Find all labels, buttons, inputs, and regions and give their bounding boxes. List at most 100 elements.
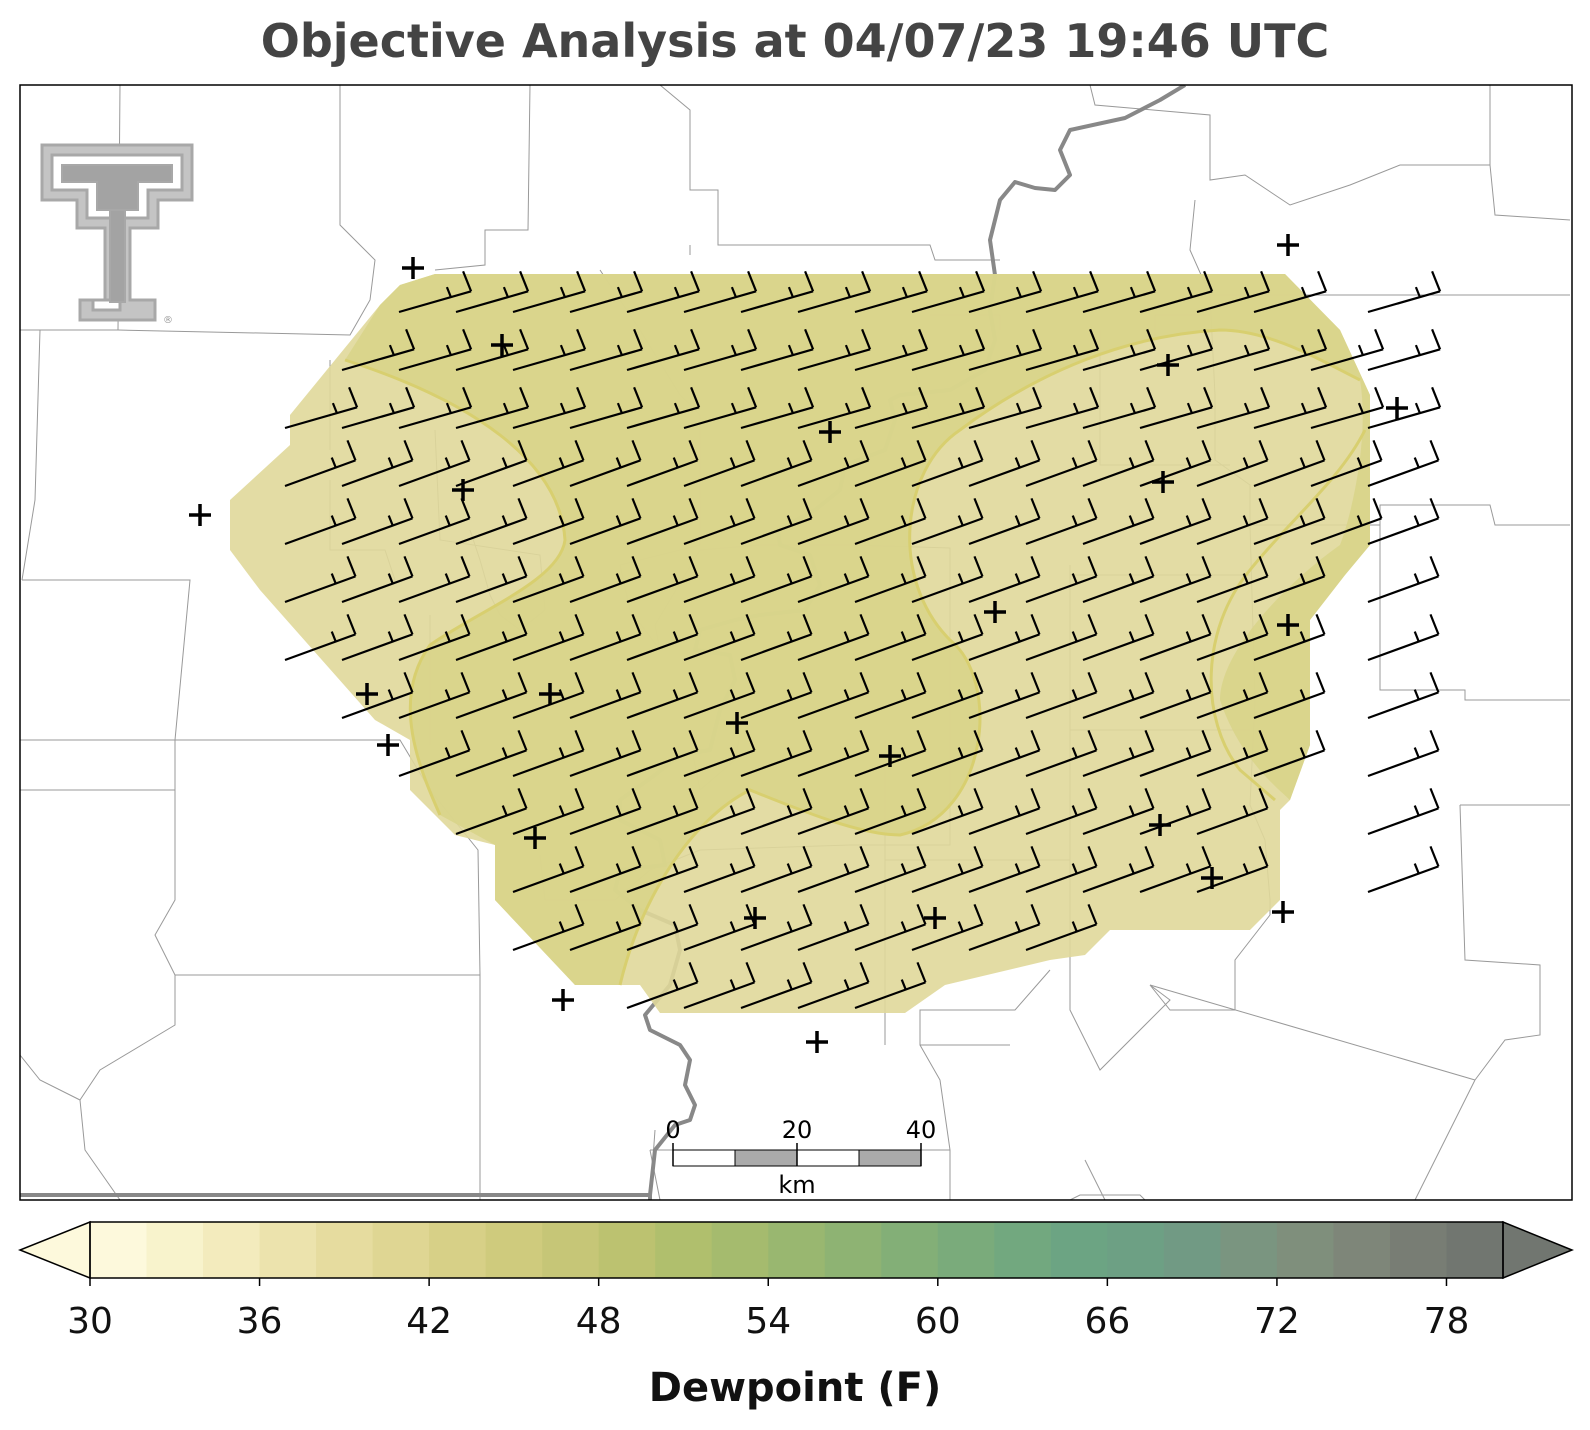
- wind-barb: [1082, 497, 1155, 546]
- wind-barb: [854, 671, 927, 720]
- wind-barb: [1139, 439, 1212, 488]
- wind-barb: [797, 961, 870, 1010]
- colorbar-segment: [768, 1222, 826, 1278]
- wind-barb: [512, 386, 587, 430]
- wind-barb: [683, 497, 756, 546]
- wind-barb: [1253, 497, 1326, 546]
- wind-barb: [1196, 671, 1269, 720]
- wind-barb: [1025, 555, 1098, 604]
- colorbar-segment: [542, 1222, 600, 1278]
- wind-barb: [398, 555, 471, 604]
- wind-barb: [1367, 729, 1440, 778]
- colorbar-segment: [429, 1222, 487, 1278]
- wind-barb: [569, 671, 642, 720]
- wind-barb: [626, 961, 699, 1010]
- wind-barb: [740, 555, 813, 604]
- wind-barb: [512, 787, 585, 836]
- wind-barb: [1082, 270, 1157, 314]
- wind-barb: [740, 613, 813, 662]
- wind-barb: [1082, 386, 1157, 430]
- wind-barb: [797, 555, 870, 604]
- station-marker: [744, 907, 766, 929]
- wind-barb: [512, 671, 585, 720]
- wind-barb: [1196, 845, 1269, 894]
- wind-barb: [1253, 729, 1326, 778]
- station-marker: [806, 1031, 828, 1053]
- wind-barb: [911, 845, 984, 894]
- wind-barb: [968, 386, 1043, 430]
- wind-barb: [1025, 729, 1098, 778]
- wind-barb: [1253, 671, 1326, 720]
- wind-barb: [1082, 328, 1157, 372]
- colorbar-segment: [937, 1222, 995, 1278]
- wind-barb: [911, 328, 986, 372]
- wind-barb: [455, 729, 528, 778]
- wind-barb: [455, 787, 528, 836]
- wind-barb: [740, 787, 813, 836]
- wind-barb: [1367, 270, 1442, 314]
- wind-barb: [1082, 787, 1155, 836]
- wind-barb: [1310, 328, 1385, 372]
- station-marker: [377, 734, 399, 756]
- wind-barb: [512, 845, 585, 894]
- station-marker: [524, 827, 546, 849]
- colorbar-tick-label: 48: [576, 1301, 622, 1342]
- wind-barb: [455, 439, 528, 488]
- wind-barb: [911, 386, 986, 430]
- wind-barb: [740, 903, 813, 952]
- wind-barb: [512, 729, 585, 778]
- wind-barb: [569, 729, 642, 778]
- wind-barb: [626, 729, 699, 778]
- wind-barb: [1367, 439, 1440, 488]
- wind-barb: [1082, 555, 1155, 604]
- wind-barb: [1367, 497, 1440, 546]
- wind-barb: [1367, 555, 1440, 604]
- colorbar-segment: [1220, 1222, 1278, 1278]
- wind-barb: [626, 845, 699, 894]
- wind-barb: [1025, 845, 1098, 894]
- wind-barb: [512, 613, 585, 662]
- logo-registered-mark: ®: [163, 315, 173, 326]
- wind-barb: [1196, 328, 1271, 372]
- wind-barb: [854, 439, 927, 488]
- colorbar-segment: [90, 1222, 148, 1278]
- wind-barb: [1139, 555, 1212, 604]
- station-marker: [452, 479, 474, 501]
- wind-barb: [455, 328, 530, 372]
- wind-barb: [1025, 439, 1098, 488]
- wind-barb: [1367, 787, 1440, 836]
- wind-barb: [683, 270, 758, 314]
- wind-barb: [797, 903, 870, 952]
- wind-barb: [968, 903, 1041, 952]
- wind-barb: [740, 671, 813, 720]
- wind-barb: [854, 386, 929, 430]
- wind-barb: [740, 845, 813, 894]
- wind-barb: [398, 386, 473, 430]
- colorbar-segment: [1050, 1222, 1108, 1278]
- map-frame: [19, 84, 1573, 1201]
- colorbar-outline: [89, 1221, 1504, 1279]
- wind-barb: [512, 555, 585, 604]
- wind-barb: [1253, 328, 1328, 372]
- wind-barb: [854, 270, 929, 314]
- wind-barb: [341, 555, 414, 604]
- wind-barb: [683, 328, 758, 372]
- colorbar-segment: [1163, 1222, 1221, 1278]
- wind-barb: [569, 787, 642, 836]
- wind-barb: [1025, 386, 1100, 430]
- wind-barb: [1082, 729, 1155, 778]
- station-marker: [356, 683, 378, 705]
- wind-barb: [569, 903, 642, 952]
- colorbar-segment: [598, 1222, 656, 1278]
- wind-barb: [968, 555, 1041, 604]
- wind-barb: [398, 270, 473, 314]
- colorbar-extend-low: [17, 1220, 91, 1280]
- wind-barb: [569, 439, 642, 488]
- wind-barb: [1253, 613, 1326, 662]
- scale-label-40: 40: [906, 1116, 937, 1144]
- wind-barb: [1196, 729, 1269, 778]
- wind-barb: [1025, 903, 1098, 952]
- wind-barb: [1139, 328, 1214, 372]
- wind-barb: [1082, 671, 1155, 720]
